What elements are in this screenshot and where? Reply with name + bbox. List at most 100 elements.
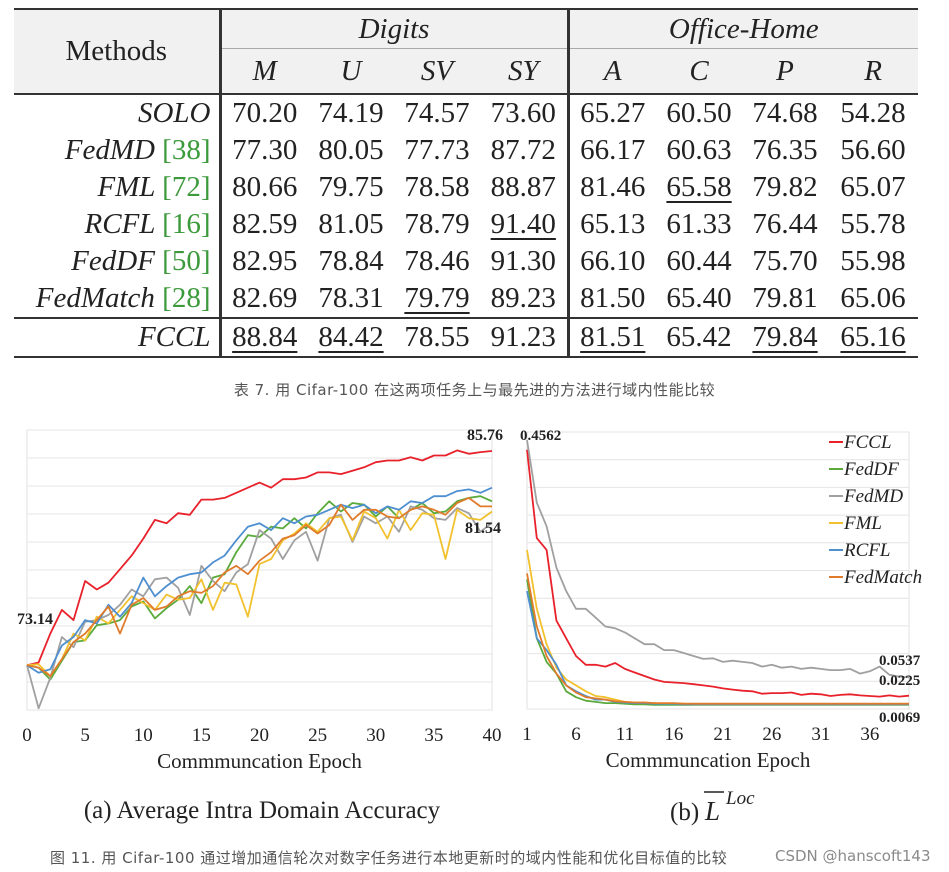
cell-value: 54.28 — [840, 97, 906, 129]
cell-value: 82.69 — [232, 282, 298, 314]
cell-value: 88.87 — [490, 171, 556, 203]
method-cell: FCCL — [14, 317, 222, 358]
x-axis-label: Commmuncation Epoch — [606, 748, 811, 772]
cell-value: 89.23 — [490, 282, 556, 314]
cell-value: 74.57 — [404, 97, 470, 129]
table-row: SOLO 70.20 74.19 74.57 73.60 65.27 60.50 74.68 5… — [14, 94, 918, 132]
cell-value: 55.78 — [840, 208, 906, 240]
cell-value: 80.66 — [232, 171, 298, 203]
x-tick-label: 16 — [664, 724, 683, 745]
value-cell: 65.40 — [656, 280, 742, 318]
value-cell: 80.05 — [308, 132, 394, 169]
x-tick-label: 1 — [522, 724, 532, 745]
cell-value: 66.17 — [580, 134, 646, 166]
cell-value: 77.73 — [404, 134, 470, 166]
citation-link[interactable]: [38] — [162, 134, 211, 166]
cell-value: 70.20 — [232, 97, 298, 129]
method-cell: FML [72] — [14, 169, 222, 206]
data-annotation: 0.0537 — [879, 653, 921, 669]
chart-b-title-prefix: (b) — [670, 799, 699, 826]
cell-value: 60.63 — [666, 134, 732, 166]
cell-value: 65.27 — [580, 97, 646, 129]
value-cell: 65.13 — [568, 206, 656, 243]
citation-link[interactable]: [72] — [162, 171, 211, 203]
cell-value: 79.79 — [404, 282, 470, 314]
cell-value: 88.84 — [232, 321, 298, 353]
col-header: A — [603, 54, 622, 87]
col-header: C — [689, 54, 709, 87]
x-tick-label: 40 — [483, 725, 502, 746]
cell-value: 65.40 — [666, 282, 732, 314]
x-tick-label: 6 — [571, 724, 581, 745]
cell-value: 75.70 — [752, 245, 818, 277]
legend-entry: FCCL — [843, 432, 892, 453]
value-cell: 81.05 — [308, 206, 394, 243]
x-tick-label: 36 — [860, 724, 879, 745]
value-cell: 55.78 — [828, 206, 918, 243]
cell-value: 79.82 — [752, 171, 818, 203]
table-row: FedMD [38] 77.30 80.05 77.73 87.72 66.17 60.63… — [14, 132, 918, 169]
legend-entry: FML — [843, 513, 882, 534]
table-row: FML [72] 80.66 79.75 78.58 88.87 81.46 65.58 79… — [14, 169, 918, 206]
cell-value: 66.10 — [580, 245, 646, 277]
cell-value: 76.35 — [752, 134, 818, 166]
x-axis-label: Commmuncation Epoch — [157, 749, 362, 773]
value-cell: 80.66 — [220, 169, 308, 206]
value-cell: 66.17 — [568, 132, 656, 169]
cell-value: 91.23 — [490, 321, 556, 353]
value-cell: 65.42 — [656, 317, 743, 358]
table-row: FCCL 88.84 84.42 78.55 91.23 81.51 65.42 79.84 6… — [14, 317, 919, 358]
value-cell: 74.57 — [394, 94, 480, 132]
cell-value: 73.60 — [490, 97, 556, 129]
value-cell: 91.23 — [480, 317, 570, 358]
cell-value: 65.16 — [840, 321, 906, 353]
value-cell: 54.28 — [828, 94, 918, 132]
data-annotation: 0.0225 — [879, 673, 920, 689]
data-annotation: 0.0069 — [879, 710, 920, 726]
method-name: RCFL — [84, 208, 155, 240]
series-line-fccl — [526, 449, 910, 698]
cell-value: 60.50 — [666, 97, 732, 129]
col-header: M — [252, 54, 277, 87]
method-name: FedMD — [64, 134, 155, 166]
value-cell: 81.51 — [568, 317, 657, 358]
col-header: R — [864, 54, 882, 87]
data-annotation: 81.54 — [465, 520, 501, 537]
method-name: FedDF — [71, 245, 155, 277]
value-cell: 73.60 — [480, 94, 570, 132]
method-name: FML — [97, 171, 155, 203]
group-office-home-header: Office-Home — [568, 9, 919, 49]
value-cell: 78.46 — [394, 243, 480, 280]
method-name: FedMatch — [35, 282, 155, 314]
value-cell: 81.50 — [568, 280, 656, 318]
value-cell: 65.27 — [568, 94, 656, 132]
x-tick-label: 35 — [424, 725, 443, 746]
cell-value: 81.46 — [580, 171, 646, 203]
value-cell: 91.40 — [480, 206, 570, 243]
cell-value: 74.19 — [318, 97, 384, 129]
cell-value: 78.58 — [404, 171, 470, 203]
legend-entry: RCFL — [843, 540, 890, 561]
data-annotation: 0.4562 — [520, 428, 561, 444]
value-cell: 79.82 — [742, 169, 828, 206]
value-cell: 56.60 — [828, 132, 918, 169]
cell-value: 87.72 — [490, 134, 556, 166]
cell-value: 56.60 — [840, 134, 906, 166]
value-cell: 78.55 — [394, 317, 480, 358]
value-cell: 65.58 — [656, 169, 742, 206]
cell-value: 55.98 — [840, 245, 906, 277]
x-tick-label: 26 — [762, 724, 781, 745]
citation-link[interactable]: [28] — [162, 282, 211, 314]
x-tick-label: 5 — [80, 725, 90, 746]
x-tick-label: 0 — [22, 725, 32, 746]
value-cell: 60.63 — [656, 132, 742, 169]
value-cell: 65.07 — [828, 169, 918, 206]
value-cell: 78.79 — [394, 206, 480, 243]
legend-entry: FedMatch — [843, 567, 922, 588]
value-cell: 78.84 — [308, 243, 394, 280]
citation-link[interactable]: [50] — [162, 245, 211, 277]
citation-link[interactable]: [16] — [162, 208, 211, 240]
watermark: CSDN @hanscoft143 — [775, 847, 931, 865]
cell-value: 74.68 — [752, 97, 818, 129]
